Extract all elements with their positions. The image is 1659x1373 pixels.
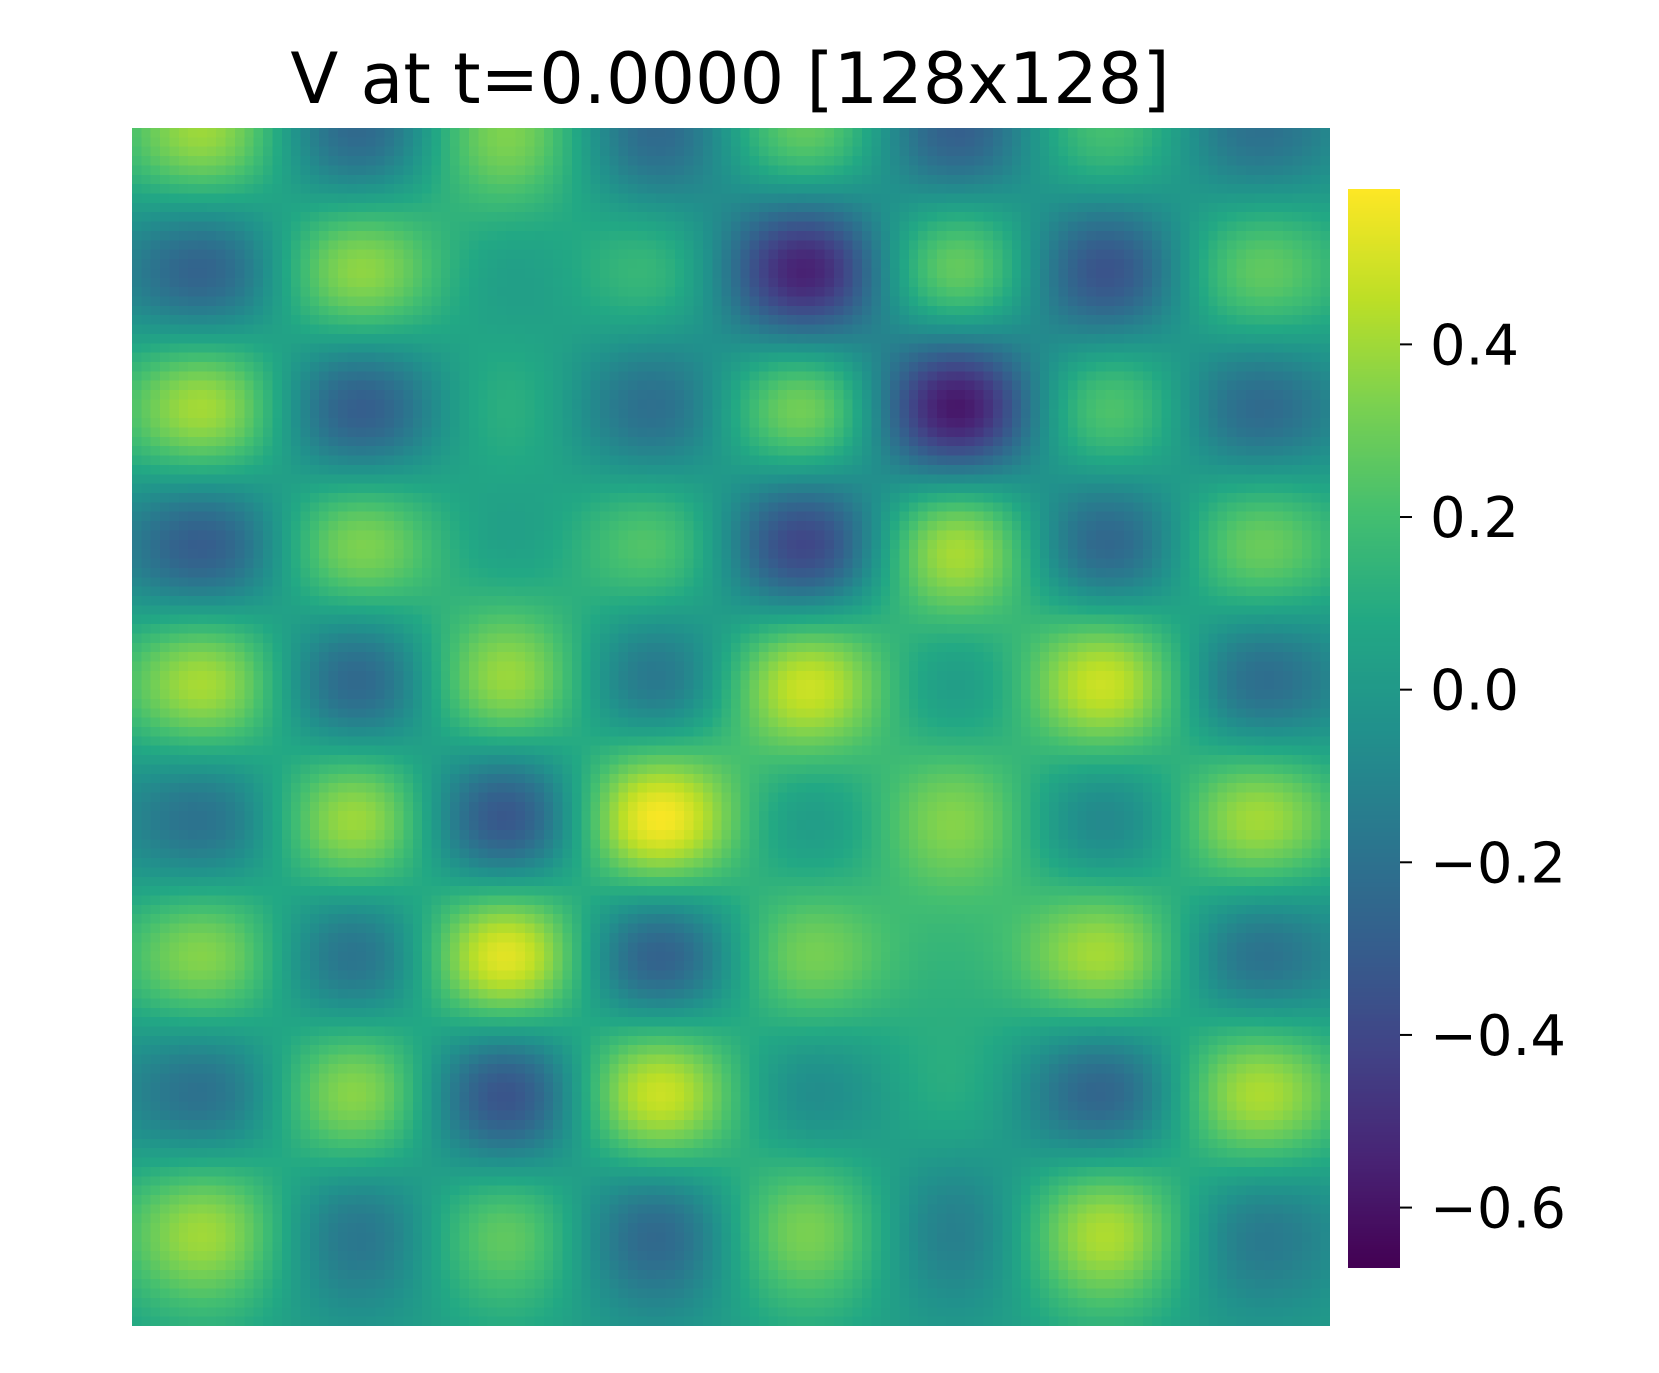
colorbar-gradient [1348,189,1400,1268]
colorbar-tick-label: −0.6 [1430,1177,1566,1242]
colorbar-tick-label: 0.4 [1430,313,1519,378]
colorbar-tick-label: 0.0 [1430,659,1519,724]
colorbar-tick-label: −0.4 [1430,1004,1566,1069]
colorbar-ticks: −0.6 −0.4 −0.2 0.0 0.2 0.4 [1400,313,1566,1242]
colorbar-tick-label: 0.2 [1430,486,1519,551]
heatmap-image [132,128,1330,1326]
chart-title: V at t=0.0000 [128x128] [290,38,1169,120]
heatmap-area [132,128,1330,1326]
colorbar-tick-label: −0.2 [1430,831,1566,896]
colorbar: −0.6 −0.4 −0.2 0.0 0.2 0.4 [1348,189,1566,1268]
